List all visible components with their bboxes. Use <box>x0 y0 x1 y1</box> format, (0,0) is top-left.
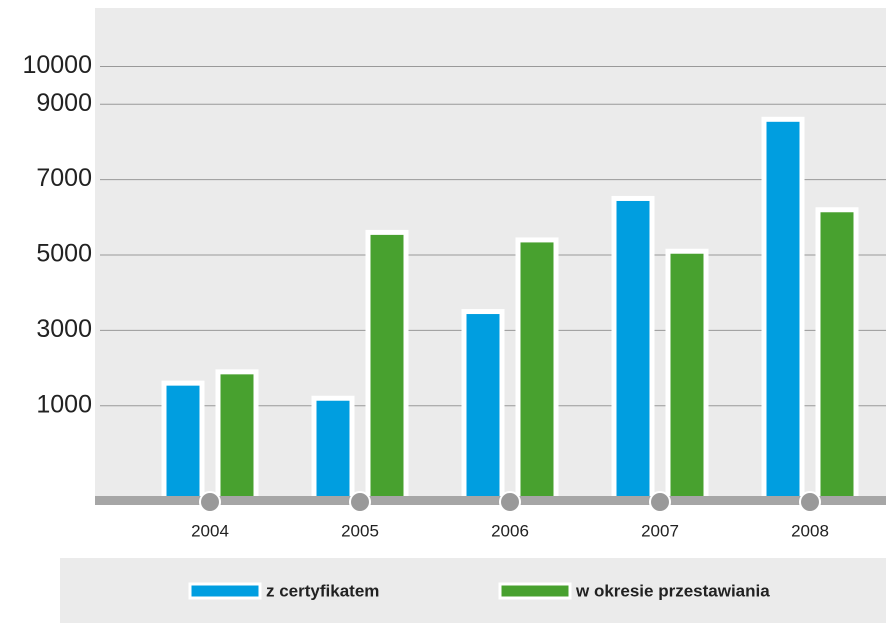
bar <box>215 369 259 503</box>
y-tick-label: 9000 <box>36 89 92 117</box>
y-tick-label: 3000 <box>36 315 92 343</box>
x-tick-label: 2006 <box>491 521 529 540</box>
y-tick-label: 7000 <box>36 164 92 192</box>
y-tick-label: 5000 <box>36 240 92 268</box>
bar <box>665 248 709 503</box>
axis-line <box>95 496 886 505</box>
y-tick-label: 10000 <box>22 51 92 79</box>
bar <box>461 309 505 503</box>
bar <box>311 395 355 503</box>
y-tick-label: 1000 <box>36 390 92 418</box>
bar <box>515 237 559 503</box>
legend-label: w okresie przestawiania <box>575 581 770 600</box>
x-tick-label: 2008 <box>791 521 829 540</box>
axis-knob <box>199 491 221 513</box>
x-tick-label: 2005 <box>341 521 379 540</box>
x-axis: 2004 2005 2006 2007 2008 <box>95 491 886 540</box>
bar <box>761 116 805 503</box>
legend-label: z certyfikatem <box>266 581 379 600</box>
bar <box>815 207 859 503</box>
x-tick-label: 2004 <box>191 521 229 540</box>
legend-swatch <box>498 582 572 600</box>
bar <box>161 380 205 503</box>
axis-knob <box>499 491 521 513</box>
legend: z certyfikatem w okresie przestawiania <box>188 581 770 600</box>
bar <box>611 195 655 503</box>
axis-knob <box>349 491 371 513</box>
x-tick-label: 2007 <box>641 521 679 540</box>
legend-swatch <box>188 582 262 600</box>
axis-knob <box>799 491 821 513</box>
bar <box>365 229 409 503</box>
axis-knob <box>649 491 671 513</box>
